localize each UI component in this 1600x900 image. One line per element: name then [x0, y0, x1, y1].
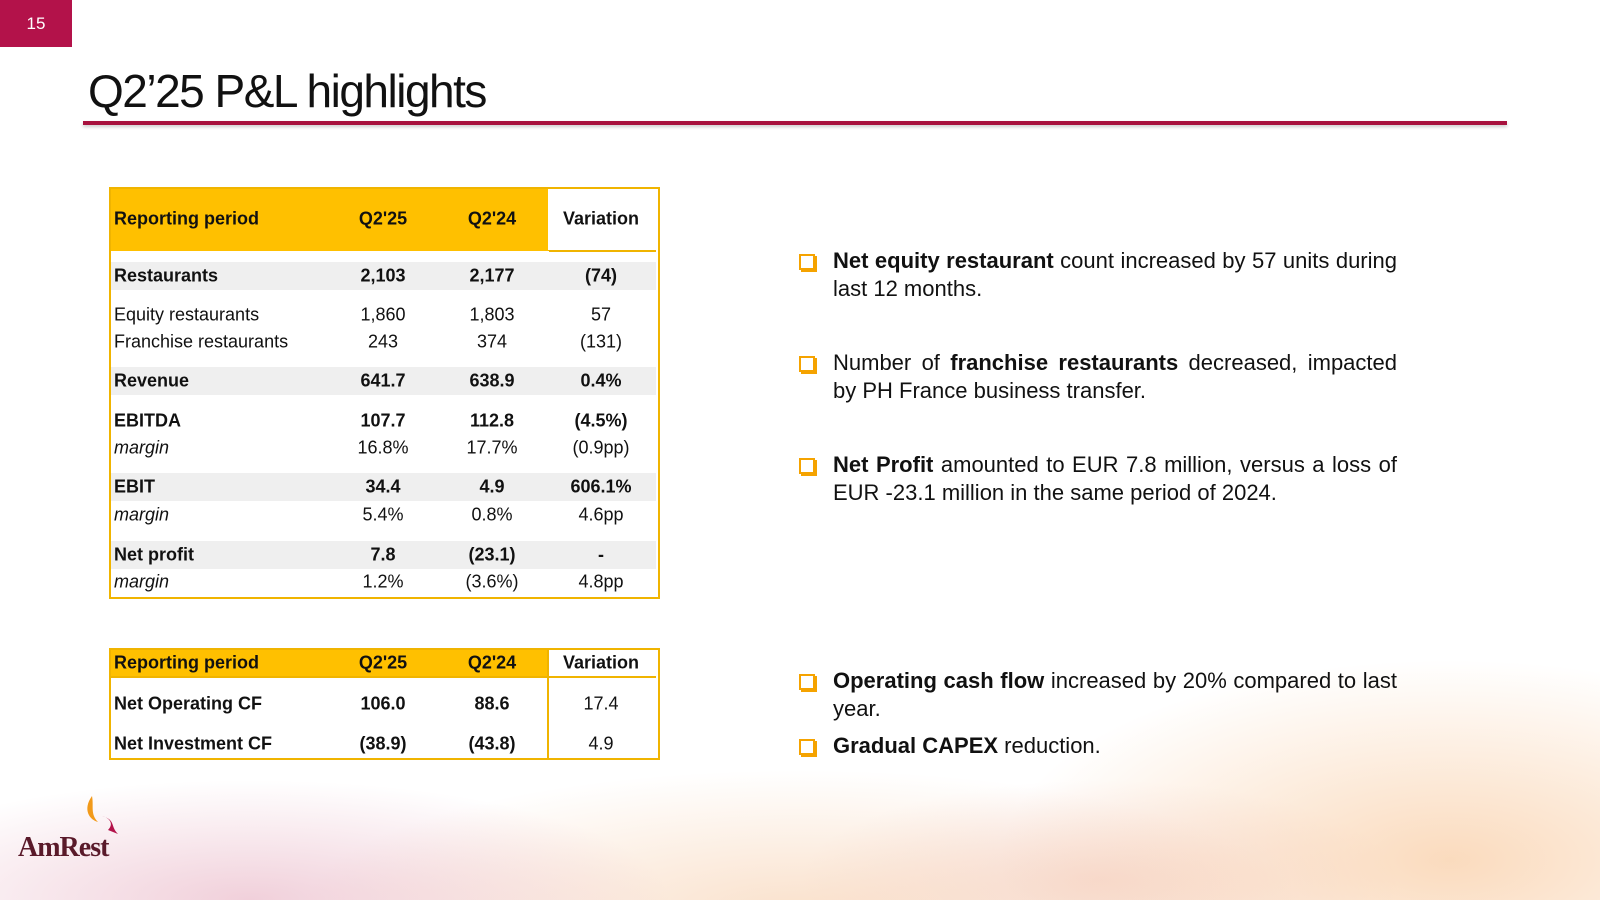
table-cell: 1.2% [362, 571, 404, 592]
table-cell: (0.9pp) [572, 437, 630, 458]
table-cell: margin [114, 571, 170, 592]
bullet-text: Operating cash flow increased by 20% com… [833, 667, 1397, 723]
table-cell: Net Investment CF [114, 733, 273, 754]
row-shade [111, 541, 656, 569]
table-cell: 106.0 [360, 693, 406, 714]
table-cell: 2,177 [469, 265, 515, 286]
bullet-segment: Number of [833, 350, 951, 375]
bullet-box [799, 458, 815, 474]
table-cell: 1,803 [469, 304, 515, 325]
title-rule [83, 121, 1507, 125]
table-cell: 1,860 [360, 304, 406, 325]
header-cell: Q2'24 [467, 208, 517, 229]
table-cell: Equity restaurants [114, 304, 260, 325]
table-cell: 17.7% [466, 437, 518, 458]
header-rule [111, 676, 656, 678]
table-cell: 4.6pp [578, 504, 624, 525]
bullet-box [799, 674, 815, 690]
title: Q2’25 P&L highlights [88, 65, 487, 117]
table-cell: Franchise restaurants [114, 331, 289, 352]
bullet-segment: reduction. [998, 733, 1101, 758]
logo-flame [87, 796, 118, 834]
table-cell: EBIT [114, 476, 156, 497]
header-cell: Reporting period [114, 208, 259, 229]
bullet-text: Gradual CAPEX reduction. [833, 732, 1397, 760]
table-cell: Revenue [114, 370, 190, 391]
header-cell: Q2'25 [358, 652, 408, 673]
table-cell: 374 [476, 331, 508, 352]
table-cell: (3.6%) [465, 571, 519, 592]
table-cell: 107.7 [360, 410, 406, 431]
header-cell: Q2'25 [358, 208, 408, 229]
logo: AmRest [18, 832, 109, 863]
table-cell: 606.1% [570, 476, 632, 497]
table-cell: 4.9 [479, 476, 505, 497]
header-fill [111, 189, 548, 251]
table-cell: (43.8) [468, 733, 516, 754]
bullet-box [799, 356, 815, 372]
bullet-segment: increased by 20% compared to last year. [833, 668, 1397, 721]
bullet-segment: Operating cash flow [833, 668, 1045, 693]
table-cell: 16.8% [357, 437, 409, 458]
table-cell: 7.8 [370, 544, 396, 565]
table-cell: 4.8pp [578, 571, 624, 592]
table-cell: 34.4 [365, 476, 401, 497]
header-fill [111, 650, 548, 677]
table-frame [109, 648, 660, 760]
bullet-box [799, 739, 815, 755]
bullet-text: Number of franchise restaurants decrease… [833, 349, 1397, 405]
bullet-box [799, 254, 815, 270]
table-frame [109, 187, 660, 599]
table-cell: EBITDA [114, 410, 181, 431]
table-cell: margin [114, 437, 170, 458]
table-cell: 57 [590, 304, 612, 325]
row-shade [111, 367, 656, 395]
table-cell: - [598, 544, 604, 565]
table-cell: 2,103 [360, 265, 406, 286]
table-cell: Net profit [114, 544, 194, 565]
table-cell: 0.8% [471, 504, 513, 525]
table-cell: 88.6 [474, 693, 510, 714]
table-cell: (23.1) [468, 544, 516, 565]
table-cell: Net Operating CF [114, 693, 263, 714]
bullet-text: Net Profit amounted to EUR 7.8 million, … [833, 451, 1397, 507]
bullet-segment: decreased, impacted by PH France busines… [833, 350, 1398, 403]
bullet-segment: franchise restaurants [950, 350, 1179, 375]
table-cell: 17.4 [583, 693, 619, 714]
table-cell: (131) [579, 331, 623, 352]
table-cell: 638.9 [469, 370, 515, 391]
bullet-segment: Net Profit [833, 452, 934, 477]
header-cell: Variation [562, 208, 640, 229]
header-variation [548, 189, 656, 252]
bullet-segment: Net equity restaurant [833, 248, 1054, 273]
variation-col [548, 251, 549, 596]
table-cell: 243 [367, 331, 399, 352]
table-cell: margin [114, 504, 170, 525]
table-cell: 4.9 [588, 733, 614, 754]
bullet-segment: count increased by 57 units during last … [833, 248, 1397, 301]
header-cell: Reporting period [114, 652, 259, 673]
table-cell: Restaurants [114, 265, 219, 286]
bullet-text: Net equity restaurant count increased by… [833, 247, 1397, 303]
table-cell: 5.4% [362, 504, 404, 525]
row-shade [111, 473, 656, 501]
header-cell: Q2'24 [467, 652, 517, 673]
table-cell: 0.4% [580, 370, 622, 391]
page-number: 15 [0, 0, 72, 47]
table-cell: 641.7 [360, 370, 406, 391]
table-cell: 112.8 [469, 410, 515, 431]
row-shade [111, 262, 656, 290]
table-cell: (4.5%) [574, 410, 628, 431]
table-cell: (38.9) [359, 733, 407, 754]
variation-col [547, 650, 549, 758]
header-cell: Variation [562, 652, 640, 673]
table-cell: (74) [584, 265, 618, 286]
bullet-segment: amounted to EUR 7.8 million, versus a lo… [833, 452, 1397, 505]
bullet-segment: Gradual CAPEX [833, 733, 999, 758]
